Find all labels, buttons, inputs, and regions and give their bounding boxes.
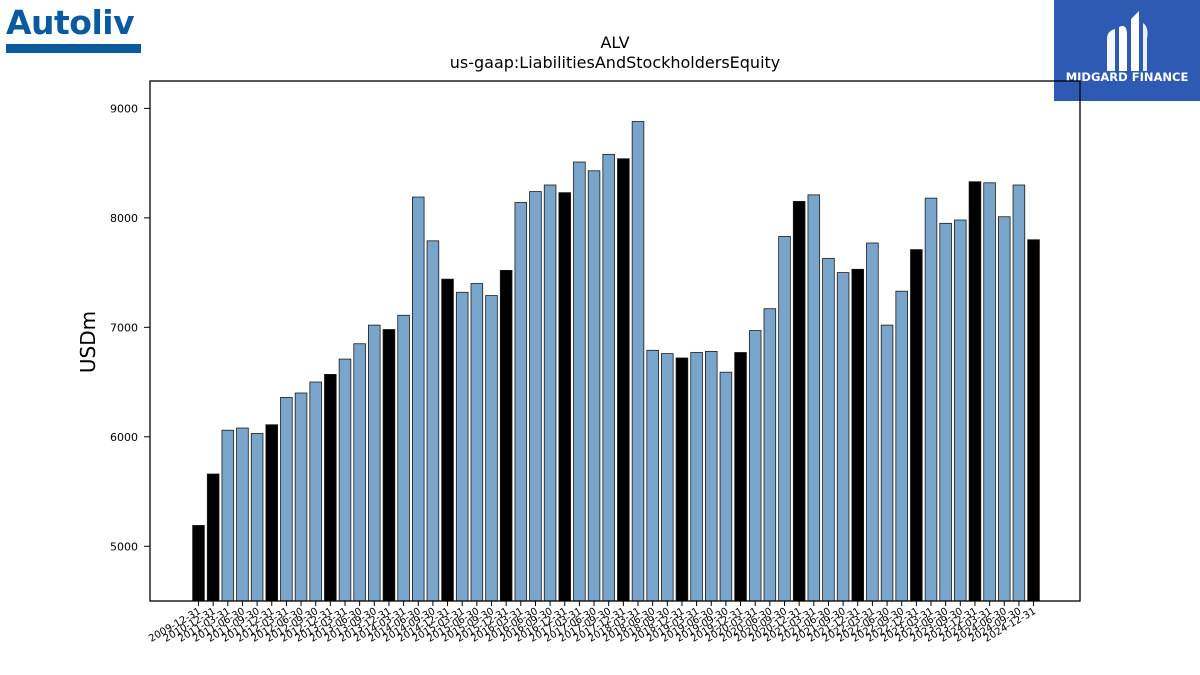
y-axis-label: USDm: [76, 311, 100, 373]
bar-2016-09-30: [543, 184, 557, 602]
bar-2015-12-31: [499, 269, 513, 602]
bar-2016-12-31: [558, 192, 572, 602]
bar-2019-03-31: [690, 352, 703, 602]
bar-2024-09-30: [1012, 184, 1026, 602]
bar-2020-12-31: [792, 201, 806, 602]
bar-2022-06-30: [880, 324, 894, 602]
bar-2022-12-31: [910, 249, 923, 602]
bar-2018-09-30: [661, 353, 674, 602]
bar-2010-12-31: [206, 473, 220, 602]
bar-2013-09-30: [368, 324, 381, 602]
bar-2021-09-30: [836, 272, 850, 602]
bar-2017-06-30: [587, 170, 601, 602]
bar-2013-12-31: [382, 329, 396, 602]
chart-subtitle: us-gaap:LiabilitiesAndStockholdersEquity: [450, 53, 781, 72]
bar-2024-12-31: [1027, 239, 1040, 602]
bar-2011-03-31: [221, 429, 235, 602]
bar-2019-06-30: [705, 350, 718, 602]
bar-2023-06-30: [939, 222, 952, 602]
bar-2012-03-31: [280, 396, 293, 602]
autoliv-logo-underline: [6, 44, 141, 53]
bar-2024-03-31: [983, 182, 996, 602]
midgard-finance-logo: MIDGARD FINANCE: [1054, 0, 1200, 101]
bar-2020-03-31: [748, 330, 762, 602]
y-tick-label: 9000: [110, 102, 138, 115]
bar-2017-03-31: [573, 161, 586, 602]
bar-2013-03-31: [338, 358, 352, 602]
bar-2019-09-30: [719, 371, 733, 602]
bar-2014-12-31: [441, 278, 454, 602]
bar-2011-09-30: [250, 433, 264, 602]
bar-2021-03-31: [807, 194, 821, 602]
bar-2014-09-30: [426, 240, 440, 602]
bar-2022-03-31: [866, 242, 879, 602]
autoliv-logo-text: Autoliv: [6, 3, 135, 42]
bar-2021-12-31: [851, 268, 865, 602]
y-tick-label: 8000: [110, 212, 138, 225]
bar-2022-09-30: [895, 290, 908, 602]
bar-2015-09-30: [485, 295, 498, 602]
bar-2015-06-30: [470, 283, 484, 602]
bar-2011-06-30: [236, 427, 249, 602]
bar-2009-12-31: [192, 525, 205, 602]
bar-2018-03-31: [631, 121, 645, 602]
bar-2016-03-31: [514, 202, 528, 602]
y-tick-label: 5000: [110, 540, 138, 553]
bar-2014-06-30: [411, 196, 425, 602]
bar-2021-06-30: [822, 257, 835, 602]
bar-2020-09-30: [778, 236, 791, 602]
bar-2012-09-30: [309, 381, 322, 602]
bar-2016-06-30: [529, 191, 542, 602]
x-axis-ticks: 2009-12-312010-12-312011-03-312011-06-30…: [147, 601, 1038, 645]
bar-2020-06-30: [763, 308, 777, 602]
bar-2012-12-31: [324, 373, 337, 602]
bar-2012-06-30: [294, 392, 308, 602]
bar-2023-03-31: [924, 197, 938, 602]
bar-2024-06-30: [998, 216, 1011, 602]
y-axis-ticks: 5000 6000 7000 8000 9000: [110, 102, 150, 553]
bar-2015-03-31: [455, 291, 469, 602]
bars-group: [192, 121, 1040, 602]
bar-2023-09-30: [954, 219, 967, 602]
bar-2011-12-31: [265, 424, 278, 602]
bar-2014-03-31: [397, 314, 410, 602]
plot-frame: [149, 80, 1081, 602]
y-tick-label: 7000: [110, 321, 138, 334]
midgard-finance-logo-text: MIDGARD FINANCE: [1065, 70, 1189, 84]
bar-2018-12-31: [675, 357, 689, 602]
bar-2023-12-31: [968, 181, 982, 602]
autoliv-logo: Autoliv: [6, 3, 142, 53]
bar-2018-06-30: [646, 349, 659, 602]
y-tick-label: 6000: [110, 431, 138, 444]
midgard-monogram-icon: [1107, 11, 1148, 71]
bar-2019-12-31: [734, 352, 747, 602]
bar-2017-09-30: [602, 153, 615, 602]
chart-title: ALV: [600, 33, 629, 52]
bar-2017-12-31: [617, 158, 630, 602]
bar-2013-06-30: [353, 343, 366, 602]
